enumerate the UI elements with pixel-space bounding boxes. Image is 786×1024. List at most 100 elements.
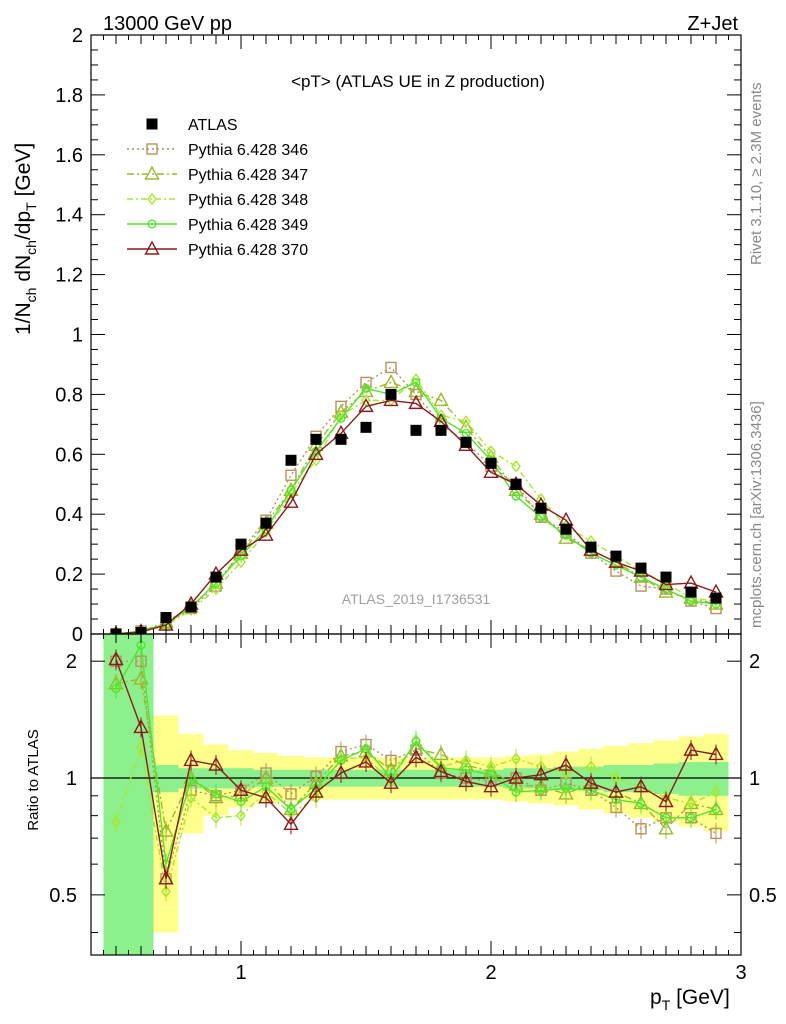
data-point [435, 424, 447, 436]
ratio-point [358, 753, 374, 768]
mc-point [261, 526, 271, 539]
ratio-point [333, 764, 349, 779]
ratio-point [183, 751, 199, 767]
mc-point [511, 491, 521, 501]
ratio-point [636, 798, 646, 808]
mc-point [286, 487, 296, 500]
legend-label: Pythia 6.428 370 [188, 242, 308, 259]
ratio-point [511, 752, 521, 766]
mc-point [236, 555, 246, 569]
ratio-point [608, 783, 624, 798]
ratio-point [711, 785, 721, 799]
legend-marker [144, 240, 160, 255]
ratio-point [633, 778, 649, 793]
ratio-point [711, 804, 721, 814]
mc-point [461, 415, 471, 428]
main-y-tick-label: 0.8 [55, 384, 83, 406]
ratio-point [708, 746, 724, 761]
legend-marker [147, 219, 157, 229]
main-y-tick-label: 0.2 [55, 564, 83, 586]
x-axis-label: pT [GeV] [650, 986, 730, 1013]
mc-point [336, 409, 346, 422]
ratio-y-tick-label-right: 2 [749, 651, 760, 673]
data-point [410, 424, 422, 436]
chart-overlays: 0 0.2 0.4 0.6 0.8 1 1.2 1.4 1.6 1.8 2 0.5 0.5 1 1 2 2 1 2 3… [49, 25, 777, 984]
main-y-tick-label: 1.2 [55, 265, 83, 287]
main-y-tick-label: 2 [72, 25, 83, 47]
ratio-point [483, 778, 499, 793]
ratio-point [111, 684, 121, 694]
ratio-point [283, 815, 299, 830]
data-point [160, 612, 172, 624]
ratio-point [511, 787, 521, 797]
main-y-axis-label: 1/Nch dNch/dpT [GeV] [12, 143, 39, 335]
mc-point [285, 469, 297, 481]
ratio-point [308, 783, 324, 798]
legend-label-data: ATLAS [188, 117, 238, 134]
ratio-point [411, 737, 421, 747]
ratio-point [108, 651, 124, 666]
mc-point [361, 394, 371, 407]
ratio-point [158, 870, 174, 885]
ratio-point [433, 762, 449, 778]
mc-line-3 [115, 381, 717, 635]
mc-point [360, 376, 372, 389]
ratio-point [135, 655, 147, 667]
header-channel: Z+Jet [687, 13, 738, 35]
data-point [235, 538, 247, 550]
ratio-point [533, 766, 549, 781]
ratio-y-tick-label: 0.5 [49, 885, 77, 907]
mc-point [258, 526, 274, 541]
main-y-tick-label: 0.6 [55, 444, 83, 466]
x-tick-label: 2 [485, 962, 496, 984]
mc-point [383, 373, 399, 389]
ratio-point [658, 820, 674, 835]
ratio-point [236, 809, 246, 822]
ratio-y-tick-label: 2 [66, 651, 77, 673]
chart-title: <pT> (ATLAS UE in Z production) [291, 72, 545, 91]
ratio-point [208, 756, 224, 771]
mc-point [610, 565, 622, 577]
rivet-version-label: Rivet 3.1.10, ≥ 2.3M events [748, 83, 765, 266]
ratio-y-tick-label-right: 0.5 [749, 885, 777, 907]
ratio-point [586, 760, 596, 773]
main-y-tick-label: 1.4 [55, 205, 83, 227]
mc-point [211, 582, 221, 596]
ratio-point [133, 718, 149, 734]
mc-point [658, 576, 674, 591]
data-point [585, 541, 597, 553]
main-y-tick-label: 1 [72, 325, 83, 347]
ratio-point [111, 815, 121, 829]
ratio-point [211, 811, 221, 824]
ratio-point [536, 785, 546, 795]
main-y-tick-label: 0 [72, 624, 83, 646]
data-point [335, 433, 347, 445]
ratio-point [561, 783, 571, 793]
data-point [285, 454, 297, 466]
ratio-point [658, 793, 674, 808]
x-tick-label: 1 [235, 962, 246, 984]
ratio-point [558, 756, 574, 771]
data-point [660, 571, 672, 583]
ratio-y-axis-label: Ratio to ATLAS [25, 729, 42, 830]
main-y-tick-label: 1.6 [55, 145, 83, 167]
mcplots-reference-label: mcplots.cern.ch [arXiv:1306.3436] [748, 401, 765, 628]
legend-label: Pythia 6.428 346 [188, 142, 308, 159]
data-point [685, 586, 697, 598]
legend-marker [144, 165, 160, 180]
mc-point [558, 511, 574, 526]
legend-marker-data [146, 118, 158, 130]
ratio-point [458, 772, 474, 788]
ratio-point [408, 748, 424, 764]
ratio-point [258, 789, 274, 804]
ratio-point [508, 769, 524, 784]
data-point [485, 457, 497, 469]
mc-point [483, 463, 499, 478]
data-point [710, 592, 722, 604]
ratio-point [710, 827, 722, 840]
ratio-point [286, 804, 296, 814]
data-point [360, 421, 372, 433]
mc-point [411, 377, 421, 387]
ratio-point [211, 789, 221, 799]
